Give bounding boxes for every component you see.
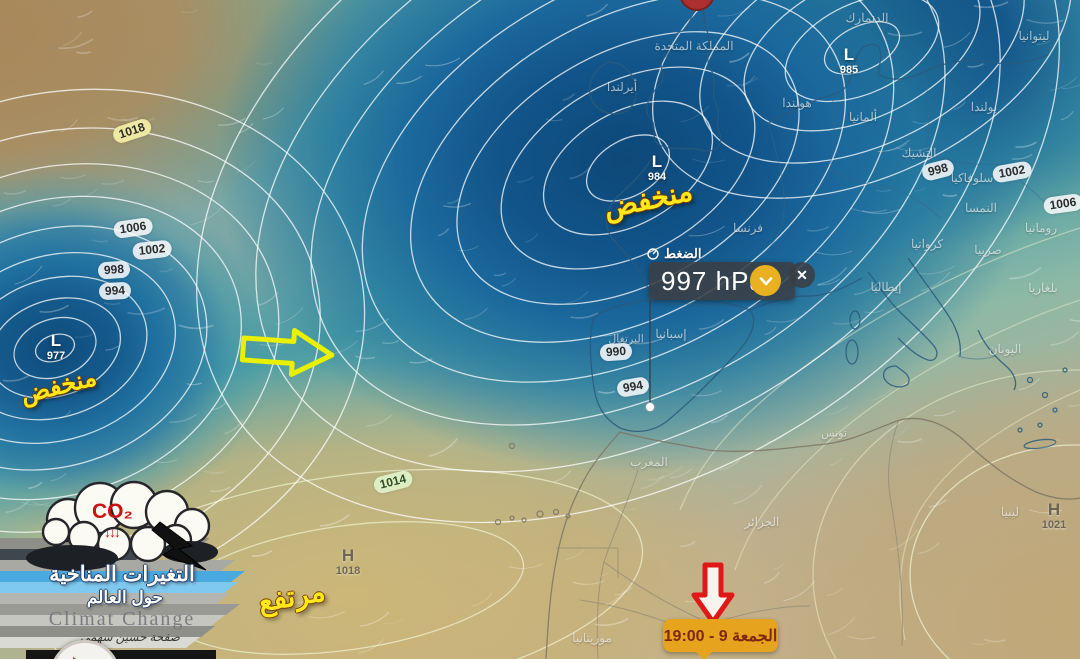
co2-down-arrows: ↓↓↓ [104, 524, 121, 540]
isobar-pill-994-left: 994 [98, 281, 132, 301]
logo-stripe [0, 571, 245, 582]
pressure-layer-label: الضغط [646, 246, 701, 262]
low-center-977: L 977 [47, 332, 65, 362]
play-icon [73, 657, 93, 659]
country-label-ireland: أيرلندا [606, 80, 638, 94]
pressure-label-text: الضغط [664, 246, 702, 261]
country-label-bulgaria: بلغاريا [1028, 281, 1058, 295]
logo-subtitle-arabic: حول العالم [86, 588, 164, 607]
low-value: 984 [647, 171, 667, 183]
logo-stripe [0, 593, 230, 604]
picker-dot[interactable] [645, 402, 655, 412]
country-label-tunisia: تونس [821, 427, 847, 440]
chevron-down-icon [759, 276, 772, 285]
country-label-czech: التشيك [901, 146, 937, 160]
high-letter: H [341, 546, 355, 565]
logo-title-latin: Climat Change [48, 608, 196, 630]
high-value: 1018 [335, 565, 361, 577]
gauge-icon [647, 248, 659, 260]
country-label-austria: النمسا [965, 201, 997, 215]
low-center-984: L 984 [648, 153, 666, 183]
co2-text: CO₂ [92, 500, 133, 523]
unit-dropdown-button[interactable] [750, 265, 781, 296]
country-label-algeria: الجزائر [744, 515, 780, 529]
timeline-time-badge[interactable]: الجمعة 9 - 19:00 [663, 619, 778, 659]
country-label-croatia: كرواتيا [910, 237, 944, 251]
isobar-pill-998-left: 998 [97, 260, 131, 280]
low-letter: L [651, 152, 663, 171]
country-label-poland: بولندا [970, 100, 998, 114]
country-label-greece: اليونان [988, 342, 1022, 356]
logo-black-strip [26, 650, 216, 659]
logo-stripe [0, 560, 235, 571]
low-center-985: L 985 [840, 46, 858, 76]
logo-title-arabic: التغيرات المناخية [49, 563, 195, 586]
close-picker-button[interactable]: ✕ [789, 262, 815, 288]
top-red-marker [680, 0, 714, 11]
high-center-1018: H 1018 [336, 547, 360, 577]
country-label-italy: إيطاليا [870, 280, 902, 294]
logo-stripe [0, 626, 215, 637]
logo-stripe [0, 604, 240, 615]
channel-logo: CO₂ ↓↓↓ التغيرات المناخية حول العالم Cli… [0, 478, 252, 659]
country-label-libya: ليبيا [1000, 505, 1020, 519]
yellow-right-arrow [239, 327, 335, 377]
africa-coastline [494, 417, 1080, 659]
red-down-arrow [691, 562, 735, 625]
isobar-pill-990-mid: 990 [599, 342, 633, 362]
pressure-value-box: 997 hPa [649, 262, 795, 300]
country-label-slovakia: سلوفاكيا [950, 171, 994, 185]
time-badge-pointer [695, 651, 713, 659]
country-label-germany: ألمانيا [848, 110, 878, 124]
logo-stripe [0, 615, 225, 626]
high-center-1021: H 1021 [1042, 501, 1066, 531]
logo-stripe [0, 582, 238, 593]
close-icon: ✕ [796, 266, 808, 283]
low-letter: L [50, 331, 62, 350]
country-label-uk: المملكة المتحدة [654, 39, 734, 53]
low-value: 977 [46, 350, 66, 362]
country-label-romania: رومانيا [1024, 221, 1058, 235]
time-badge-text: الجمعة 9 - 19:00 [663, 627, 778, 645]
country-label-mauritania: موريتانيا [572, 631, 612, 645]
country-label-spain: إسبانيا [655, 327, 687, 341]
low-letter: L [843, 45, 855, 64]
country-label-morocco: المغرب [630, 455, 668, 469]
country-label-lithuania: ليتوانيا [1018, 29, 1050, 43]
country-label-netherlands: هولندا [782, 96, 812, 110]
low-value: 985 [839, 64, 859, 76]
high-value: 1021 [1041, 519, 1067, 531]
pressure-value: 997 hPa [661, 266, 765, 296]
co2-cloud-graphic [26, 480, 218, 571]
logo-credit-line: صفحة حسين سهمي [80, 630, 180, 644]
country-label-serbia: صربيا [974, 243, 1002, 257]
high-letter: H [1047, 500, 1061, 519]
country-label-france: فرنسا [732, 221, 764, 235]
country-label-denmark: الدنمارك [845, 11, 889, 25]
